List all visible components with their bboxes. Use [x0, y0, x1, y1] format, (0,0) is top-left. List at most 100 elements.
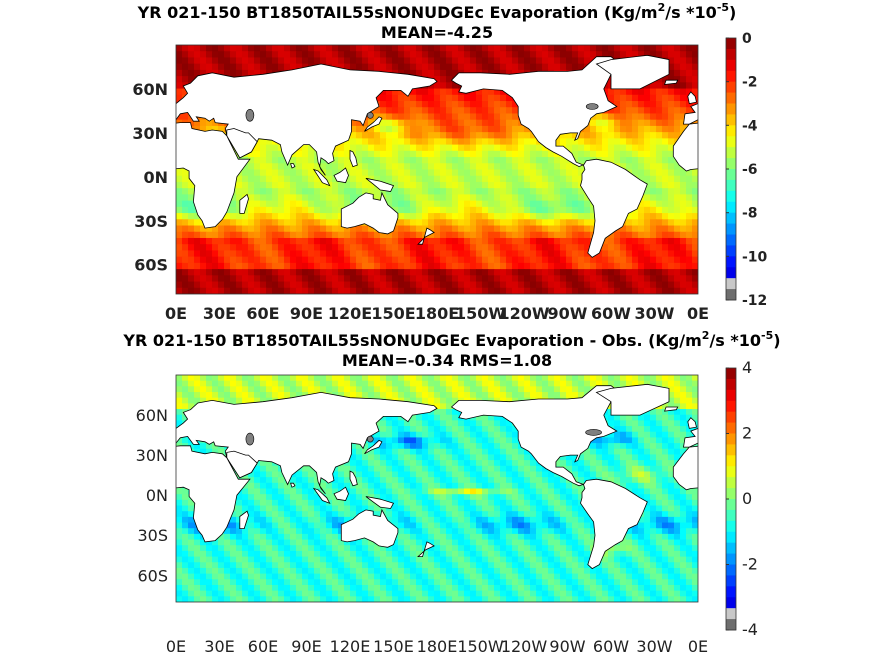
- field-cell: [572, 132, 579, 139]
- field-cell: [314, 51, 321, 59]
- field-cell: [260, 392, 267, 399]
- field-cell: [584, 256, 591, 264]
- field-cell: [338, 275, 345, 283]
- field-cell: [356, 144, 363, 152]
- field-cell: [416, 119, 423, 127]
- field-cell: [416, 460, 423, 467]
- field-cell: [344, 231, 351, 239]
- field-cell: [266, 157, 273, 164]
- field-cell: [200, 125, 207, 133]
- field-cell: [458, 157, 465, 164]
- field-cell: [638, 225, 645, 233]
- field-cell: [434, 63, 441, 71]
- field-cell: [638, 443, 645, 450]
- field-cell: [398, 181, 405, 189]
- field-cell: [596, 437, 603, 444]
- field-cell: [494, 88, 501, 96]
- field-cell: [524, 275, 531, 283]
- field-cell: [422, 437, 429, 444]
- field-cell: [578, 200, 585, 208]
- field-cell: [254, 397, 261, 404]
- field-cell: [188, 244, 195, 252]
- field-cell: [650, 219, 657, 227]
- field-cell: [482, 63, 489, 71]
- field-cell: [302, 281, 309, 289]
- field-cell: [404, 392, 411, 399]
- field-cell: [386, 200, 393, 208]
- field-cell: [566, 57, 573, 65]
- field-cell: [566, 225, 573, 233]
- field-cell: [410, 431, 417, 439]
- field-cell: [260, 169, 267, 177]
- field-cell: [614, 443, 621, 450]
- field-cell: [296, 231, 303, 239]
- field-cell: [422, 454, 429, 461]
- field-cell: [470, 281, 477, 289]
- field-cell: [644, 119, 651, 127]
- field-cell: [632, 426, 639, 433]
- field-cell: [506, 375, 513, 382]
- field-cell: [656, 420, 663, 427]
- field-cell: [452, 94, 459, 102]
- field-cell: [182, 76, 189, 83]
- field-cell: [518, 219, 525, 227]
- field-cell: [536, 386, 543, 393]
- field-cell: [350, 57, 357, 65]
- field-cell: [416, 69, 423, 77]
- field-cell: [620, 380, 627, 387]
- field-cell: [578, 138, 585, 146]
- field-cell: [266, 188, 273, 195]
- field-cell: [236, 57, 243, 65]
- panel-1: YR 021-150 BT1850TAIL55sNONUDGEc Evapora…: [132, 1, 767, 323]
- field-cell: [656, 163, 663, 171]
- field-cell: [272, 188, 279, 195]
- field-cell: [692, 287, 698, 294]
- field-cell: [272, 287, 279, 294]
- field-cell: [398, 375, 405, 382]
- field-cell: [560, 63, 567, 71]
- field-cell: [620, 460, 627, 467]
- field-cell: [320, 219, 327, 227]
- field-cell: [344, 163, 351, 171]
- field-cell: [596, 250, 603, 258]
- field-cell: [476, 281, 483, 289]
- field-cell: [422, 157, 429, 164]
- field-cell: [266, 63, 273, 71]
- field-cell: [680, 57, 687, 65]
- field-cell: [464, 107, 471, 115]
- field-cell: [458, 244, 465, 252]
- field-cell: [386, 437, 393, 444]
- field-cell: [626, 256, 633, 264]
- field-cell: [422, 101, 429, 108]
- field-cell: [464, 437, 471, 444]
- field-cell: [446, 262, 453, 270]
- field-cell: [440, 256, 447, 264]
- field-cell: [572, 244, 579, 252]
- field-cell: [644, 262, 651, 270]
- field-cell: [578, 454, 585, 461]
- field-cell: [200, 225, 207, 233]
- field-cell: [242, 163, 249, 171]
- field-cell: [176, 403, 183, 410]
- field-cell: [488, 132, 495, 139]
- field-cell: [506, 101, 513, 108]
- field-cell: [206, 386, 213, 393]
- field-cell: [260, 287, 267, 294]
- field-cell: [500, 132, 507, 139]
- field-cell: [614, 375, 621, 382]
- field-cell: [218, 256, 225, 264]
- field-cell: [230, 213, 237, 220]
- field-cell: [434, 269, 441, 276]
- field-cell: [674, 113, 681, 121]
- field-cell: [530, 200, 537, 208]
- field-cell: [680, 82, 687, 90]
- field-cell: [380, 386, 387, 393]
- field-cell: [668, 181, 675, 189]
- field-cell: [338, 287, 345, 294]
- field-cell: [350, 237, 357, 245]
- field-cell: [656, 426, 663, 433]
- field-cell: [236, 281, 243, 289]
- field-cell: [644, 213, 651, 220]
- field-cell: [668, 256, 675, 264]
- field-cell: [368, 244, 375, 252]
